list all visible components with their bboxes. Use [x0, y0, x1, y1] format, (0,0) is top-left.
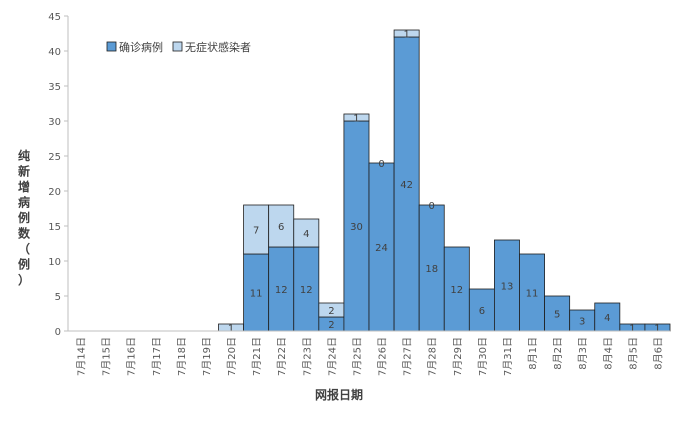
data-label-confirmed: 5 [554, 310, 560, 321]
bar-confirmed [594, 302, 621, 332]
bar-confirmed [393, 36, 420, 332]
legend-label-confirmed: 确诊病例 [119, 40, 163, 54]
bars [218, 29, 671, 332]
y-tick-label: 40 [48, 47, 61, 58]
x-tick-label: 7月30日 [477, 337, 489, 376]
data-label-asymptomatic: 0 [378, 159, 384, 170]
y-tick-label: 45 [48, 12, 61, 23]
x-tick-label: 8月6日 [652, 337, 664, 370]
bar-confirmed [494, 239, 520, 332]
data-label-confirmed: 24 [375, 243, 388, 254]
data-label-asymptomatic: 1 [228, 324, 234, 335]
data-label-asymptomatic: 2 [328, 306, 334, 317]
bar-asymptomatic [268, 204, 295, 248]
data-label-asymptomatic: 1 [403, 30, 409, 41]
data-label-confirmed: 42 [400, 180, 413, 191]
data-label-asymptomatic: 4 [303, 229, 309, 240]
y-tick-label: 5 [55, 292, 61, 303]
x-tick-label: 7月27日 [402, 337, 414, 376]
y-tick-label: 35 [48, 82, 61, 93]
data-label-confirmed: 18 [425, 264, 438, 275]
data-label-confirmed: 1 [654, 324, 660, 335]
x-tick-label: 7月20日 [226, 337, 238, 376]
data-label-confirmed: 30 [350, 222, 363, 233]
x-tick-label: 8月5日 [627, 337, 639, 370]
data-label-asymptomatic: 0 [429, 201, 435, 212]
data-label-confirmed: 12 [450, 285, 463, 296]
x-tick-label: 7月31日 [502, 337, 514, 376]
data-label-confirmed: 1 [629, 324, 635, 335]
data-label-confirmed: 4 [604, 313, 610, 324]
data-label-confirmed: 3 [579, 317, 585, 328]
data-label-confirmed: 12 [275, 285, 288, 296]
bar-confirmed [418, 204, 445, 332]
x-tick-label: 7月16日 [126, 337, 138, 376]
data-label-asymptomatic: 7 [253, 226, 259, 237]
y-axis-title: 纯新增病例数（例） [18, 148, 31, 287]
data-label-asymptomatic: 1 [353, 114, 359, 125]
x-tick-label: 8月2日 [552, 337, 564, 370]
y-tick-label: 10 [48, 257, 61, 268]
legend-swatch-confirmed [106, 41, 117, 52]
x-tick-label: 7月18日 [176, 337, 188, 376]
x-tick-label: 8月3日 [577, 337, 589, 370]
data-label-confirmed: 6 [479, 306, 485, 317]
bar-asymptomatic [393, 29, 420, 38]
data-label-confirmed: 12 [300, 285, 313, 296]
y-tick-label: 20 [48, 187, 61, 198]
x-tick-label: 7月17日 [151, 337, 163, 376]
legend-swatch-asymptomatic [172, 41, 183, 52]
bar-confirmed [468, 288, 495, 332]
bar-asymptomatic [243, 204, 270, 255]
data-label-asymptomatic: 6 [278, 222, 284, 233]
axis-titles: 网报日期 纯新增病例数（例） [18, 148, 363, 402]
data-label-confirmed: 11 [526, 289, 539, 300]
x-tick-label: 7月29日 [452, 337, 464, 376]
bar-confirmed [368, 162, 395, 332]
bar-confirmed [544, 295, 571, 332]
legend: 确诊病例 无症状感染者 [106, 40, 251, 54]
x-tick-label: 7月15日 [101, 337, 113, 376]
y-axis: 0 5 10 15 20 25 30 35 40 45 [48, 12, 69, 338]
data-label-confirmed: 13 [501, 282, 514, 293]
y-tick-label: 15 [48, 222, 61, 233]
bar-confirmed [343, 120, 370, 332]
x-axis: 7月14日 7月15日 7月16日 7月17日 7月18日 7月19日 7月20日 7月21日… [68, 330, 670, 376]
x-tick-label: 7月21日 [251, 337, 263, 376]
x-tick-label: 7月14日 [76, 337, 88, 376]
y-tick-label: 0 [55, 327, 61, 338]
x-tick-label: 7月25日 [351, 337, 363, 376]
bar-asymptomatic [293, 218, 320, 248]
x-tick-label: 8月4日 [602, 337, 614, 370]
x-tick-label: 8月1日 [527, 337, 539, 370]
x-tick-label: 7月22日 [276, 337, 288, 376]
bar-asymptomatic [343, 113, 370, 122]
x-tick-label: 7月28日 [427, 337, 439, 376]
data-label-confirmed: 2 [328, 320, 334, 331]
y-tick-label: 25 [48, 152, 61, 163]
bar-confirmed [519, 253, 545, 332]
legend-label-asymptomatic: 无症状感染者 [185, 40, 251, 54]
x-axis-title: 网报日期 [315, 387, 363, 402]
x-tick-label: 7月26日 [377, 337, 389, 376]
x-tick-label: 7月24日 [326, 337, 338, 376]
bar-confirmed [293, 246, 320, 332]
data-label-confirmed: 11 [250, 289, 263, 300]
y-tick-label: 30 [48, 117, 61, 128]
x-tick-label: 7月19日 [201, 337, 213, 376]
x-tick-label: 7月23日 [301, 337, 313, 376]
